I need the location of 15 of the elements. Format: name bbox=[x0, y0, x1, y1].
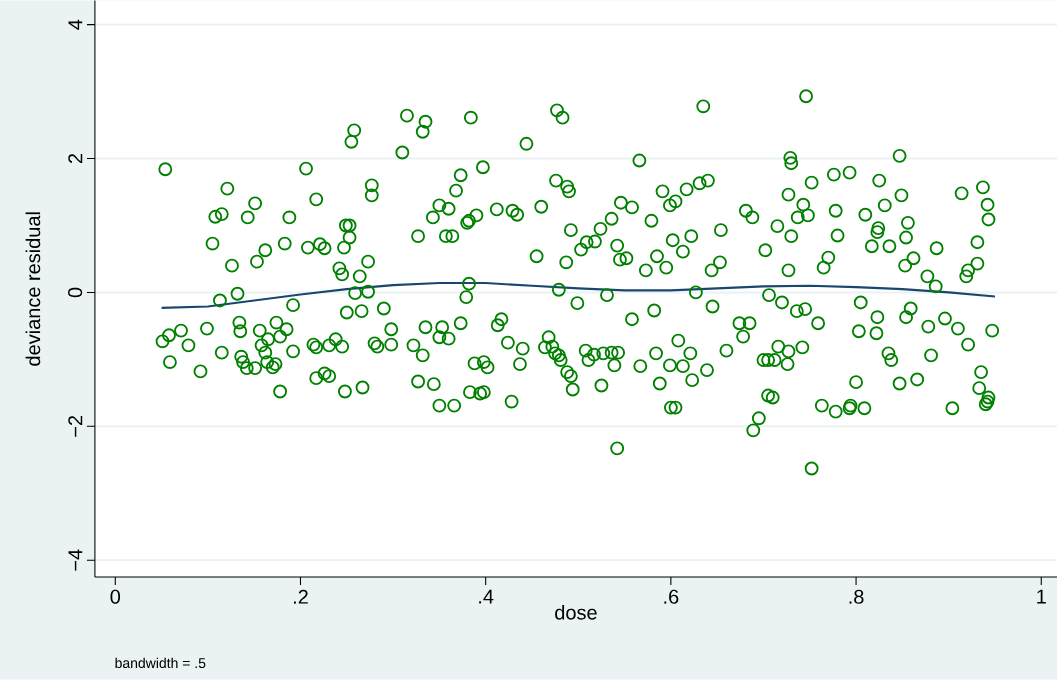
x-tick-label: .8 bbox=[849, 589, 864, 604]
y-tick-label: 4 bbox=[68, 19, 83, 30]
x-tick-label: 1 bbox=[1037, 589, 1046, 604]
line-series bbox=[160, 282, 997, 309]
x-axis-title: dose bbox=[555, 605, 597, 620]
y-axis-title: deviance residual bbox=[25, 212, 41, 366]
text: bandwidth = .5 bbox=[115, 657, 206, 669]
x-tick-label: 0 bbox=[110, 589, 121, 604]
x-tick-label: .2 bbox=[293, 589, 308, 604]
x-tick-label: .6 bbox=[664, 589, 679, 604]
y-tick-label: 0 bbox=[68, 287, 83, 298]
y-tick-label: −4 bbox=[68, 549, 83, 571]
y-tick-label: −2 bbox=[68, 416, 83, 437]
y-tick-label: 2 bbox=[68, 154, 83, 164]
x-tick-label: .4 bbox=[479, 589, 494, 604]
